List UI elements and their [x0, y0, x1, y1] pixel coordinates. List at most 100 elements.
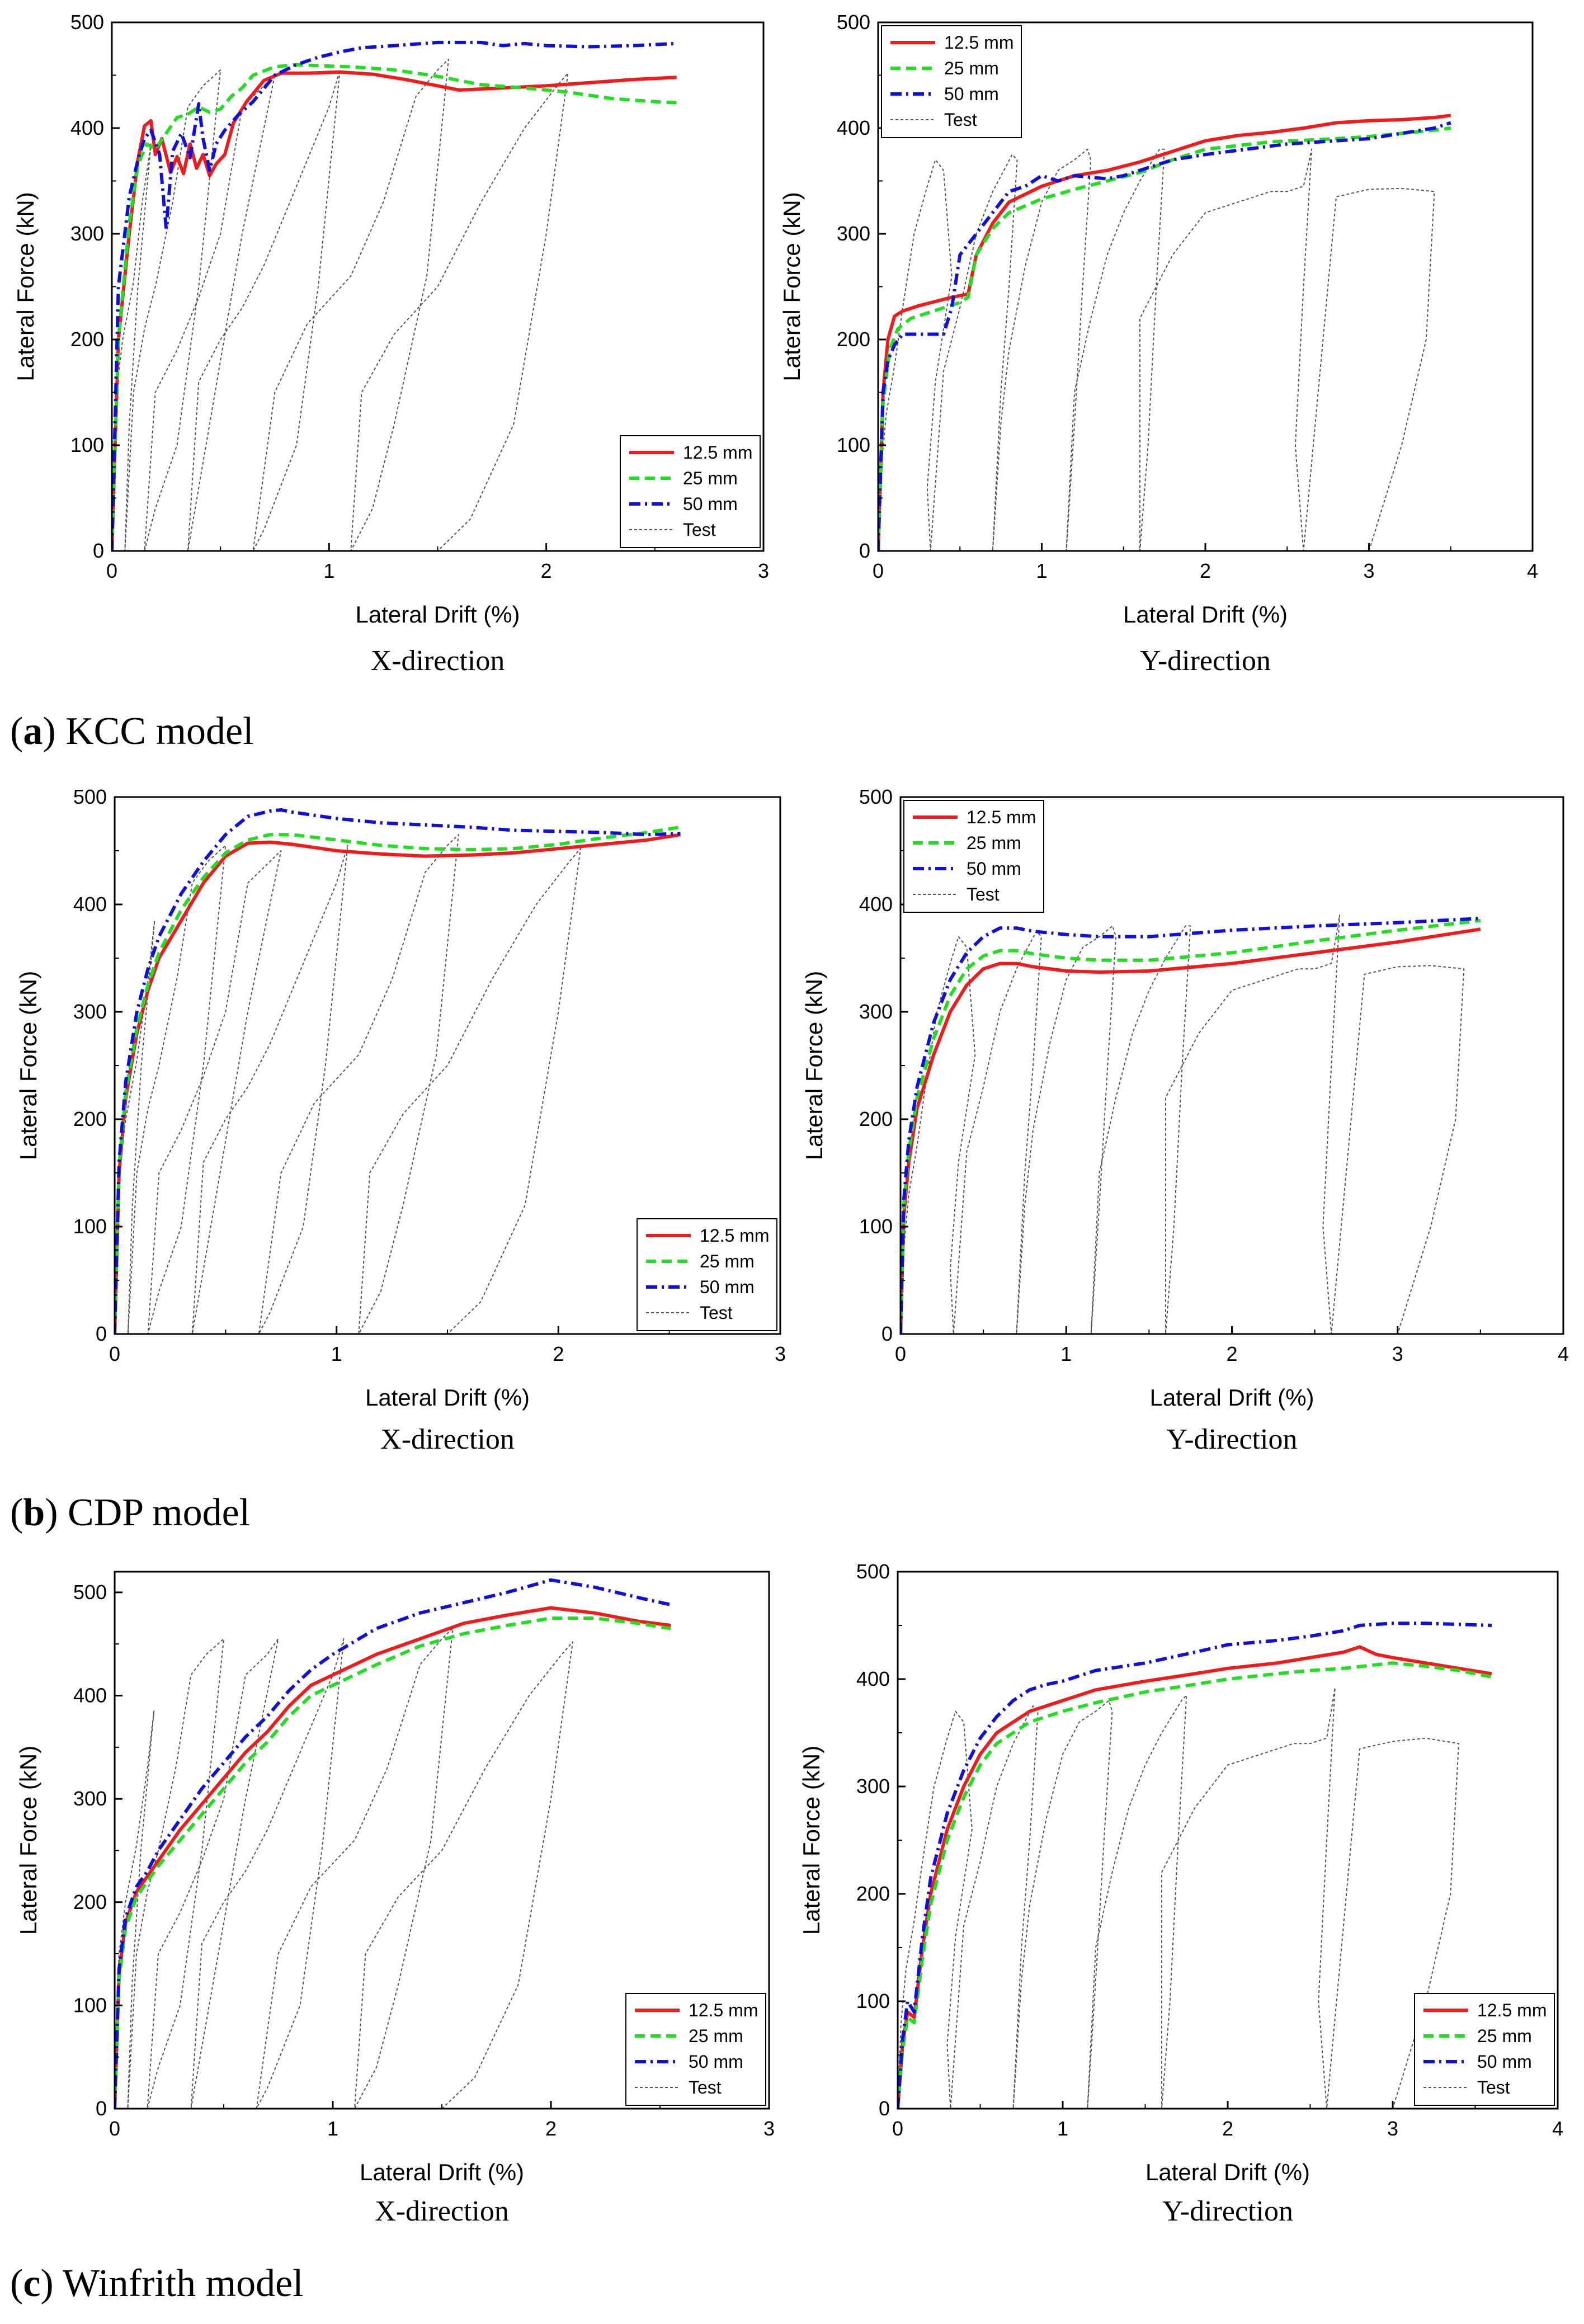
y-tick-label: 200: [856, 1882, 890, 1905]
direction-label: Y-direction: [1167, 1423, 1298, 1455]
direction-label: X-direction: [380, 1423, 515, 1455]
series-line-50-mm: [898, 1621, 1492, 2109]
y-tick-label: 200: [73, 1107, 107, 1130]
direction-label: X-direction: [375, 2195, 509, 2227]
chart-kcc-x: 0 1 2 3 0 100 200 300 400 500 Lateral Drift (%) Lat…: [12, 11, 769, 677]
chart-win-y: 0 1 2 3 4 0 100 200 300 400 500 Lateral Drift (%) La…: [798, 1560, 1563, 2227]
legend-label: 12.5 mm: [700, 1225, 769, 1246]
x-tick-label: 1: [1036, 559, 1047, 582]
x-tick-label: 0: [106, 559, 117, 582]
y-tick-label: 0: [859, 539, 870, 562]
x-tick-label: 0: [892, 2117, 903, 2140]
y-tick-label: 400: [73, 893, 107, 916]
x-tick-label: 1: [323, 559, 334, 582]
x-tick-label: 0: [873, 559, 884, 582]
x-axis-title: Lateral Drift (%): [1123, 601, 1288, 628]
series-line-test: [115, 1628, 573, 2109]
legend-label: Test: [683, 520, 716, 540]
series-line-12-5-mm: [898, 1645, 1492, 2109]
y-axis-title: Lateral Force (kN): [798, 1746, 824, 1935]
legend-label: 25 mm: [944, 58, 999, 78]
y-tick-label: 0: [96, 2097, 107, 2120]
y-tick-label: 0: [96, 1322, 107, 1345]
y-tick-label: 200: [837, 328, 870, 351]
legend-label: 50 mm: [700, 1277, 755, 1297]
x-tick-label: 1: [1057, 2117, 1068, 2140]
y-tick-label: 400: [70, 116, 104, 139]
legend-label: 50 mm: [683, 494, 738, 514]
legend-label: 50 mm: [944, 84, 999, 104]
direction-label: Y-direction: [1140, 645, 1271, 677]
legend-box: [637, 1218, 777, 1331]
x-tick-label: 0: [895, 1342, 906, 1365]
legend-label: 50 mm: [967, 859, 1021, 879]
y-axis-title: Lateral Force (kN): [801, 971, 827, 1160]
series-line-12-5-mm: [901, 927, 1481, 1334]
series-line-12-5-mm: [115, 833, 681, 1334]
y-tick-label: 400: [856, 1667, 890, 1690]
y-tick-label: 100: [70, 433, 104, 456]
legend-box: [881, 25, 1022, 138]
y-tick-label: 100: [837, 433, 870, 456]
series-line-25-mm: [115, 825, 681, 1334]
x-tick-label: 4: [1552, 2117, 1563, 2140]
x-tick-label: 3: [763, 2117, 775, 2140]
x-tick-label: 0: [109, 1342, 120, 1365]
chart-kcc-y: 0 1 2 3 4 0 100 200 300 400 500 Lateral Drift (%) La…: [779, 11, 1538, 677]
series-line-50-mm: [878, 121, 1451, 551]
y-tick-label: 0: [881, 1322, 893, 1345]
series-line-50-mm: [115, 808, 681, 1334]
x-tick-label: 1: [1060, 1342, 1072, 1365]
legend-label: 12.5 mm: [683, 442, 752, 463]
legend-box: [1414, 1993, 1555, 2106]
legend: 12.5 mm 25 mm 50 mm Test: [903, 800, 1044, 913]
y-tick-label: 200: [70, 328, 104, 351]
caption-b: (b) CDP model: [10, 1491, 251, 1534]
y-tick-label: 300: [73, 1000, 107, 1023]
series-line-50-mm: [115, 1578, 672, 2109]
y-tick-label: 500: [837, 11, 870, 34]
y-tick-label: 500: [856, 1560, 890, 1583]
legend-box: [625, 1993, 766, 2106]
legend: 12.5 mm 25 mm 50 mm Test: [881, 25, 1022, 138]
y-tick-label: 400: [837, 116, 870, 139]
legend-label: 12.5 mm: [967, 807, 1036, 827]
x-tick-label: 2: [541, 559, 552, 582]
y-tick-label: 300: [856, 1775, 890, 1798]
series-line-test: [115, 834, 581, 1334]
x-tick-label: 3: [1392, 1342, 1403, 1365]
legend-label: Test: [1477, 2077, 1510, 2097]
series-line-test: [898, 1687, 1459, 2109]
y-tick-label: 0: [93, 539, 104, 562]
series-line-12-5-mm: [115, 1606, 671, 2109]
x-tick-label: 2: [545, 2117, 557, 2140]
x-tick-label: 3: [775, 1342, 786, 1365]
series-line-50-mm: [901, 917, 1481, 1334]
x-axis-title: Lateral Drift (%): [1145, 2159, 1310, 2185]
legend-label: 25 mm: [700, 1251, 755, 1271]
legend-label: Test: [967, 884, 1000, 904]
x-axis-title: Lateral Drift (%): [360, 2159, 524, 2185]
y-axis-title: Lateral Force (kN): [779, 192, 805, 381]
y-tick-label: 500: [70, 11, 104, 34]
y-axis-title: Lateral Force (kN): [15, 971, 41, 1160]
y-tick-label: 200: [73, 1891, 107, 1913]
x-axis-title: Lateral Drift (%): [365, 1384, 530, 1411]
y-axis-title: Lateral Force (kN): [15, 1746, 41, 1935]
y-tick-label: 100: [859, 1215, 893, 1238]
y-tick-label: 300: [837, 222, 870, 245]
legend-label: 25 mm: [967, 833, 1021, 853]
legend: 12.5 mm 25 mm 50 mm Test: [620, 435, 761, 548]
series-line-25-mm: [878, 126, 1451, 551]
chart-cdp-y: 0 1 2 3 4 0 100 200 300 400 500 Lateral Drift (%) La…: [801, 785, 1569, 1455]
legend-label: Test: [944, 110, 977, 130]
direction-label: X-direction: [371, 645, 505, 677]
y-tick-label: 200: [859, 1107, 893, 1130]
x-tick-label: 1: [327, 2117, 338, 2140]
legend-label: 12.5 mm: [1477, 2000, 1547, 2020]
x-tick-label: 2: [1226, 1342, 1237, 1365]
y-tick-label: 300: [70, 222, 104, 245]
x-tick-label: 4: [1558, 1342, 1569, 1365]
y-tick-label: 500: [73, 1581, 107, 1604]
